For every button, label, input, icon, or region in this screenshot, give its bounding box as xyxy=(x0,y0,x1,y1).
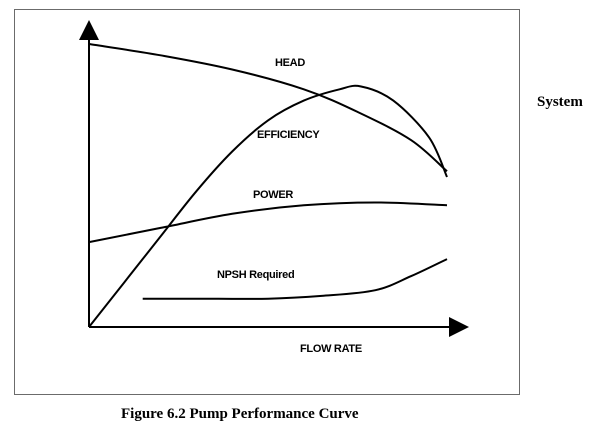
series-label-npsh-required: NPSH Required xyxy=(217,269,294,281)
series-line-power xyxy=(88,201,448,244)
pump-curve-chart: HEAD EFFICIENCY POWER NPSH Required FLOW RA… xyxy=(79,20,469,355)
series-label-head: HEAD xyxy=(275,57,305,69)
side-label: System xyxy=(537,94,583,110)
chart-frame: HEAD EFFICIENCY POWER NPSH Required FLOW RA… xyxy=(14,9,520,395)
x-axis-label: FLOW RATE xyxy=(300,343,362,355)
figure-caption: Figure 6.2 Pump Performance Curve xyxy=(121,406,359,422)
series-label-efficiency: EFFICIENCY xyxy=(257,129,320,141)
series-line-npsh-required xyxy=(142,258,448,300)
axes xyxy=(79,20,469,337)
series-line-head xyxy=(88,43,448,173)
series-label-power: POWER xyxy=(253,189,293,201)
series-layer: HEAD EFFICIENCY POWER NPSH Required xyxy=(88,43,448,328)
series-line-efficiency xyxy=(88,84,448,328)
